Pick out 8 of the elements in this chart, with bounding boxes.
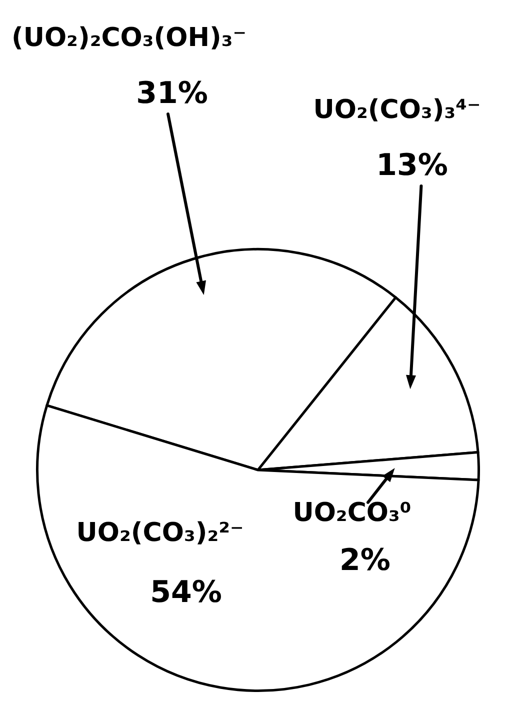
slice-label: UO₂(CO₃)₂²⁻ [76,518,244,548]
slice-label: (UO₂)₂CO₃(OH)₃⁻ [11,23,247,53]
slice-label: UO₂(CO₃)₃⁴⁻ [313,95,481,125]
data-label: 54% [150,575,222,610]
data-label: 13% [376,148,448,183]
legend-label: UO₂CO₃⁰ [292,498,412,528]
data-label: 2% [340,543,390,578]
data-label: 31% [136,76,208,111]
